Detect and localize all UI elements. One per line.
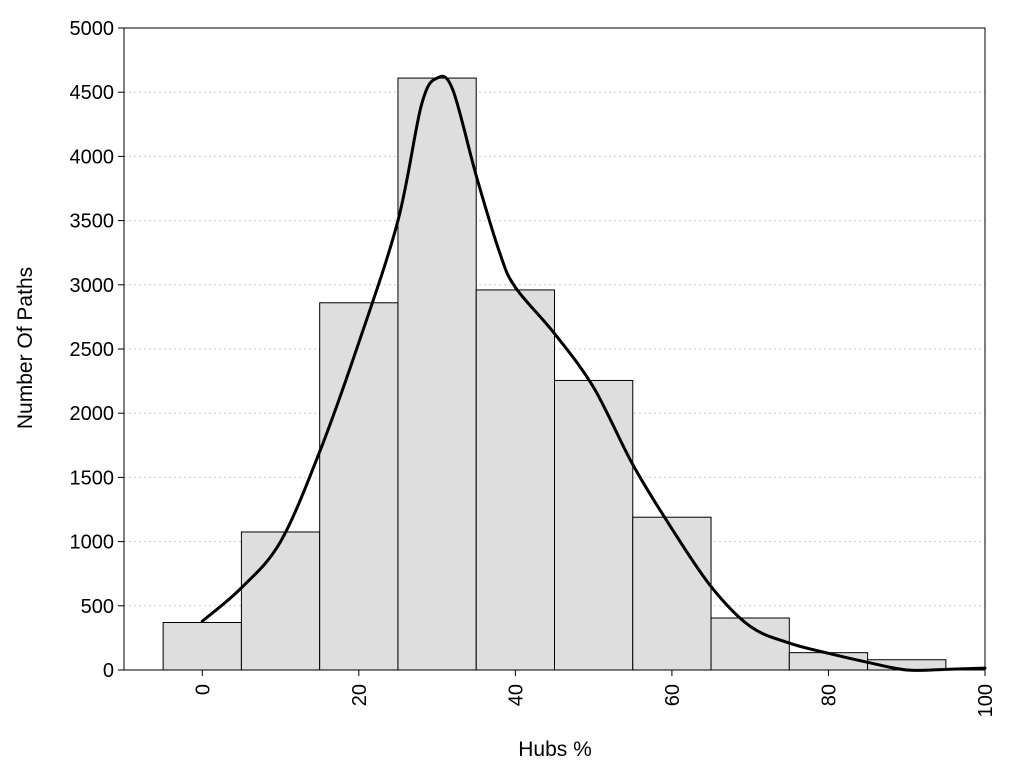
histogram-bars (162, 77, 947, 671)
x-axis-ticks: 0 20 40 60 80 100 (192, 670, 997, 717)
x-tick-label: 100 (975, 684, 997, 717)
y-tick-label: 1000 (70, 532, 115, 554)
histogram-bar (632, 516, 712, 671)
y-tick-label: 5000 (70, 18, 115, 40)
y-tick-label: 0 (103, 660, 114, 682)
y-tick-label: 4000 (70, 146, 115, 168)
y-tick-label: 2000 (70, 403, 115, 425)
histogram-bar (240, 531, 321, 671)
y-axis-title: Number Of Paths (14, 267, 37, 429)
x-tick-label: 40 (505, 684, 527, 706)
histogram-bar (788, 652, 869, 671)
y-tick-label: 3500 (70, 211, 115, 233)
histogram-bar (319, 302, 399, 671)
y-tick-label: 1500 (70, 467, 115, 489)
y-tick-label: 3000 (70, 275, 115, 297)
x-tick-label: 0 (192, 684, 214, 695)
histogram-bar (397, 77, 477, 671)
y-tick-label: 500 (81, 596, 114, 618)
density-curve-line (200, 74, 987, 672)
x-tick-label: 80 (818, 684, 840, 706)
x-axis-title: Hubs % (518, 738, 592, 761)
y-axis-ticks: 0 500 1000 1500 2000 2500 3000 3500 4000 4500 5000 (70, 18, 124, 682)
histogram-bar (554, 379, 634, 671)
x-tick-label: 20 (349, 684, 371, 706)
y-tick-label: 4500 (70, 82, 115, 104)
histogram-bar (162, 621, 242, 671)
density-curve (200, 74, 987, 672)
x-tick-label: 60 (662, 684, 684, 706)
y-tick-label: 2500 (70, 339, 115, 361)
histogram-bar (475, 289, 555, 671)
